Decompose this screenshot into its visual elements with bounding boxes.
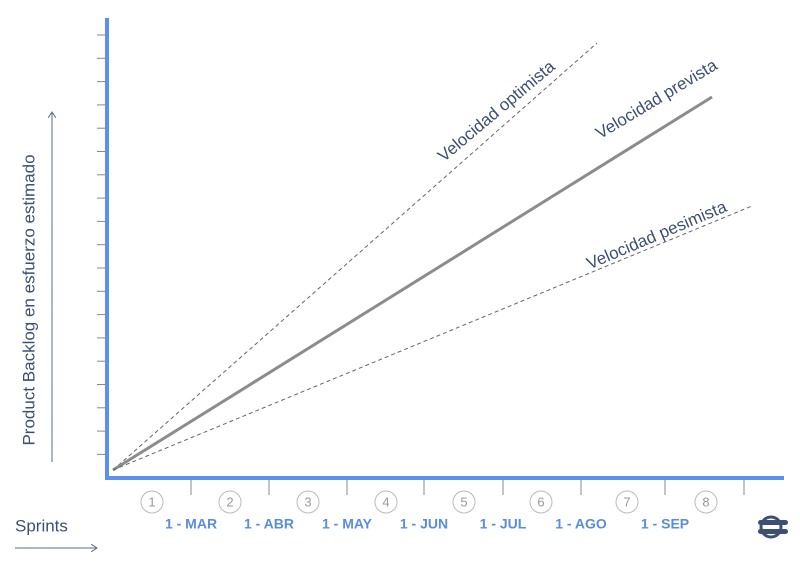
sprint-circle — [218, 490, 242, 514]
sprint-number: 3 — [304, 494, 311, 509]
sprint-number: 6 — [537, 494, 544, 509]
sprint-date: 1 - ABR — [244, 516, 294, 532]
sprint-circle — [615, 490, 639, 514]
sprint-number: 8 — [702, 494, 709, 509]
sprint-number: 5 — [460, 494, 467, 509]
pessimistic-line — [112, 205, 753, 471]
sprint-date: 1 - AGO — [555, 516, 607, 532]
sprint-circle — [694, 490, 718, 514]
pessimistic-label: Velocidad pesimista — [584, 197, 730, 273]
sprint-number: 7 — [623, 494, 630, 509]
sprint-circle — [374, 490, 398, 514]
expected-line — [112, 95, 713, 472]
sprint-circle — [529, 490, 553, 514]
sprint-number: 1 — [148, 494, 155, 509]
sprint-date: 1 - JUL — [480, 516, 527, 532]
x-axis-label: Sprints — [15, 516, 68, 535]
sprint-date: 1 - SEP — [641, 516, 689, 532]
sprint-date: 1 - MAR — [165, 516, 217, 532]
sprint-number: 2 — [226, 494, 233, 509]
optimistic-line — [112, 42, 598, 471]
sprint-number: 4 — [382, 494, 389, 509]
optimistic-label: Velocidad optimista — [434, 57, 559, 166]
sprint-date: 1 - JUN — [400, 516, 448, 532]
sprint-circle — [296, 490, 320, 514]
sprint-row: 1 2 3 4 5 6 7 8 1 - MAR 1 - ABR 1 - MAY 1 - JUN 1 - … — [140, 480, 745, 532]
sprint-circle — [452, 490, 476, 514]
expected-label: Velocidad prevista — [592, 55, 721, 143]
sprint-date: 1 - MAY — [322, 516, 373, 532]
sprint-circle — [140, 490, 164, 514]
y-axis-label: Product Backlog en esfuerzo estimado — [19, 154, 38, 445]
logo — [758, 515, 788, 539]
